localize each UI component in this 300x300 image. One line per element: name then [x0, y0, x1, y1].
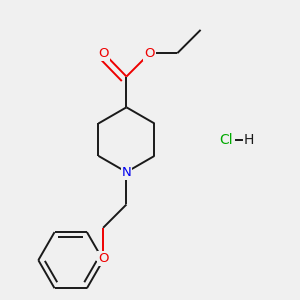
Text: O: O: [98, 47, 109, 60]
Text: O: O: [98, 252, 108, 265]
Text: H: H: [244, 133, 254, 147]
Text: Cl: Cl: [220, 133, 233, 147]
Text: O: O: [145, 47, 155, 60]
Text: N: N: [122, 166, 131, 178]
